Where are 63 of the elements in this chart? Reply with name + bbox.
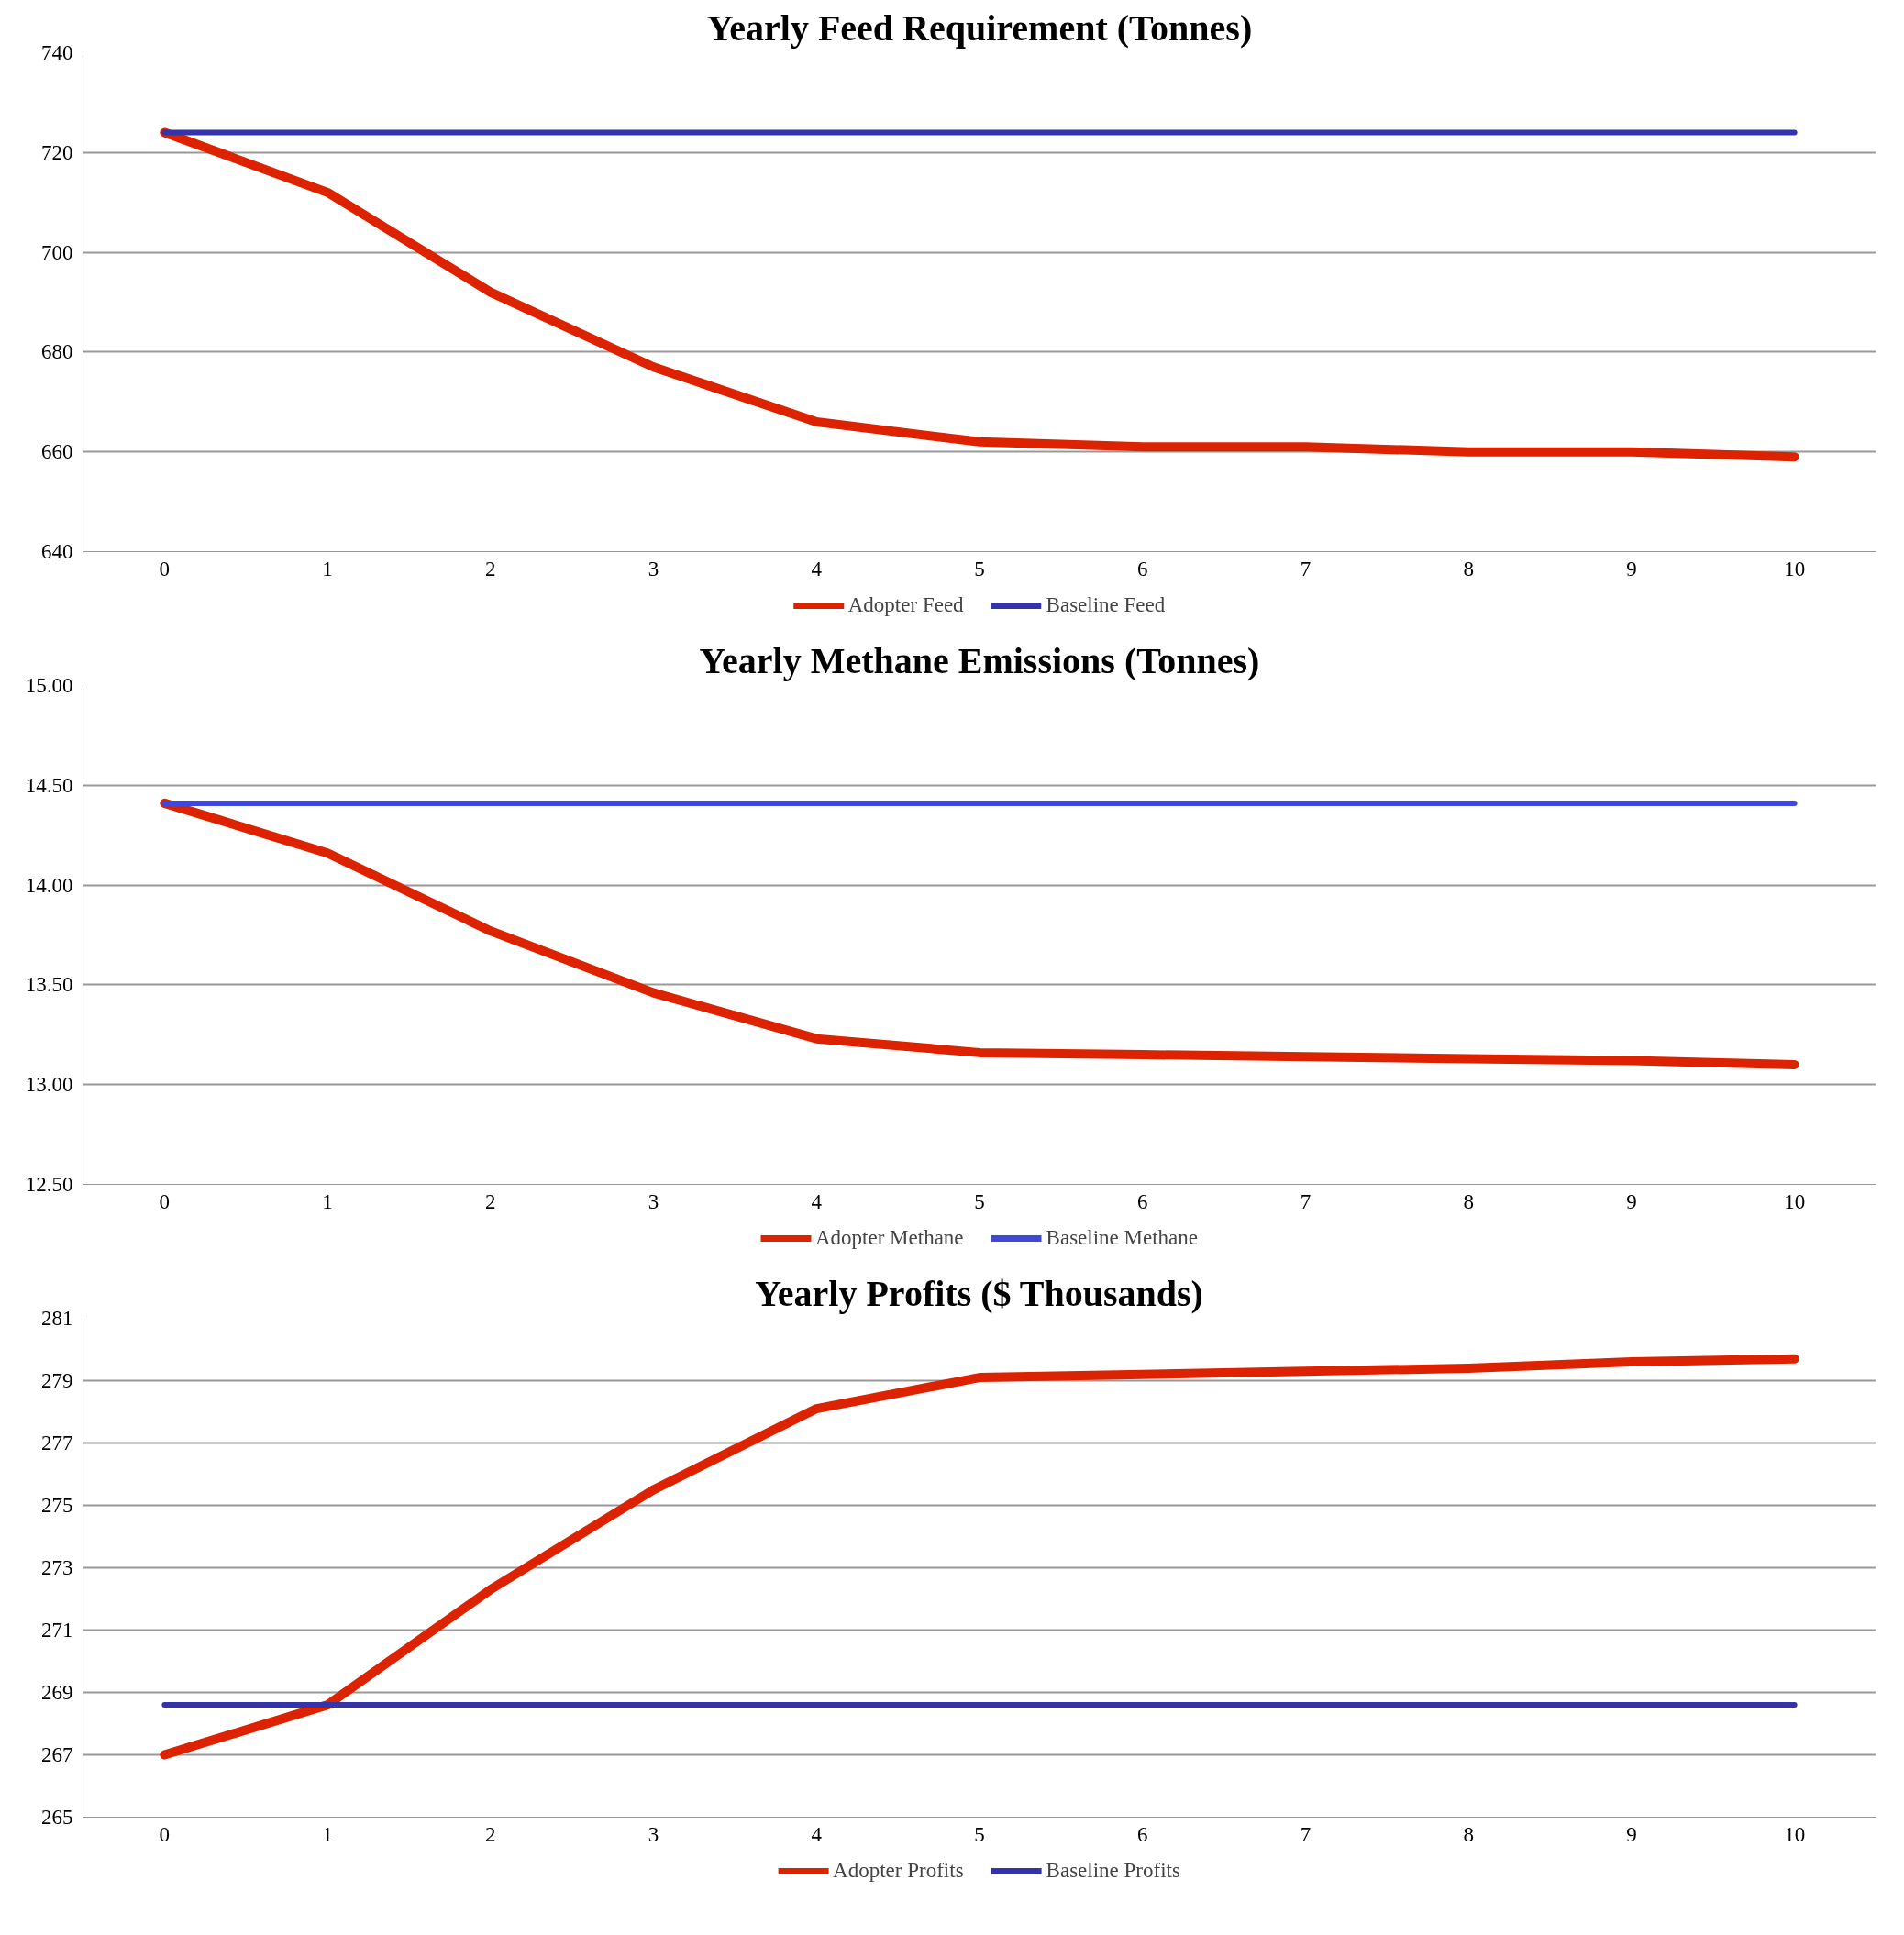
y-tick-label: 271 [41, 1619, 73, 1642]
y-tick-label: 265 [41, 1806, 73, 1829]
x-tick-label: 2 [485, 1189, 496, 1213]
y-tick-label: 281 [41, 1307, 73, 1330]
x-tick-label: 4 [811, 1822, 823, 1846]
y-tick-label: 14.00 [25, 873, 73, 897]
x-tick-label: 5 [974, 557, 985, 580]
chart-title: Yearly Profits ($ Thousands) [755, 1272, 1203, 1314]
y-tick-label: 15.00 [25, 674, 73, 697]
legend-label: Baseline Feed [1046, 593, 1166, 617]
legend-label: Baseline Profits [1046, 1859, 1180, 1883]
y-tick-label: 277 [41, 1432, 73, 1454]
y-tick-label: 14.50 [25, 773, 73, 797]
x-tick-label: 9 [1626, 1822, 1637, 1846]
x-tick-label: 7 [1300, 557, 1312, 580]
x-tick-label: 1 [322, 1822, 333, 1846]
y-tick-label: 680 [41, 340, 73, 364]
legend-label: Adopter Methane [814, 1226, 964, 1250]
x-tick-label: 2 [485, 1822, 496, 1846]
x-tick-label: 8 [1463, 1822, 1474, 1846]
y-tick-label: 640 [41, 540, 73, 563]
x-tick-label: 8 [1463, 1189, 1474, 1213]
y-tick-label: 13.50 [25, 973, 73, 997]
x-tick-label: 6 [1136, 557, 1148, 580]
x-tick-label: 7 [1300, 1189, 1312, 1213]
chart-title: Yearly Methane Emissions (Tonnes) [699, 639, 1260, 681]
x-tick-label: 10 [1784, 557, 1806, 580]
x-tick-label: 10 [1784, 1822, 1806, 1846]
legend-label: Baseline Methane [1046, 1226, 1199, 1250]
x-tick-label: 9 [1626, 1189, 1637, 1213]
y-tick-label: 12.50 [25, 1173, 73, 1196]
legend-label: Adopter Profits [833, 1859, 964, 1883]
y-tick-label: 720 [41, 140, 73, 164]
x-tick-label: 1 [322, 1189, 333, 1213]
y-tick-label: 700 [41, 240, 73, 264]
legend-label: Adopter Feed [847, 593, 964, 617]
x-tick-label: 3 [648, 1189, 659, 1213]
y-tick-label: 740 [41, 41, 73, 64]
y-tick-label: 269 [41, 1681, 73, 1704]
y-tick-label: 13.00 [25, 1073, 73, 1097]
x-tick-label: 9 [1626, 557, 1637, 580]
x-tick-label: 0 [159, 1189, 171, 1213]
x-tick-label: 10 [1784, 1189, 1806, 1213]
x-tick-label: 0 [159, 1822, 171, 1846]
y-tick-label: 279 [41, 1369, 73, 1392]
chart-title: Yearly Feed Requirement (Tonnes) [706, 6, 1253, 49]
x-tick-label: 0 [159, 557, 171, 580]
y-tick-label: 273 [41, 1556, 73, 1579]
x-tick-label: 2 [485, 557, 496, 580]
x-tick-label: 6 [1136, 1822, 1148, 1846]
x-tick-label: 4 [811, 1189, 823, 1213]
x-tick-label: 1 [322, 557, 333, 580]
x-tick-label: 4 [811, 557, 823, 580]
x-tick-label: 7 [1300, 1822, 1312, 1846]
x-tick-label: 3 [648, 1822, 659, 1846]
x-tick-label: 5 [974, 1822, 985, 1846]
x-tick-label: 6 [1136, 1189, 1148, 1213]
y-tick-label: 275 [41, 1494, 73, 1517]
x-tick-label: 3 [648, 557, 659, 580]
y-tick-label: 660 [41, 440, 73, 464]
x-tick-label: 5 [974, 1189, 985, 1213]
x-tick-label: 8 [1463, 557, 1474, 580]
y-tick-label: 267 [41, 1743, 73, 1766]
